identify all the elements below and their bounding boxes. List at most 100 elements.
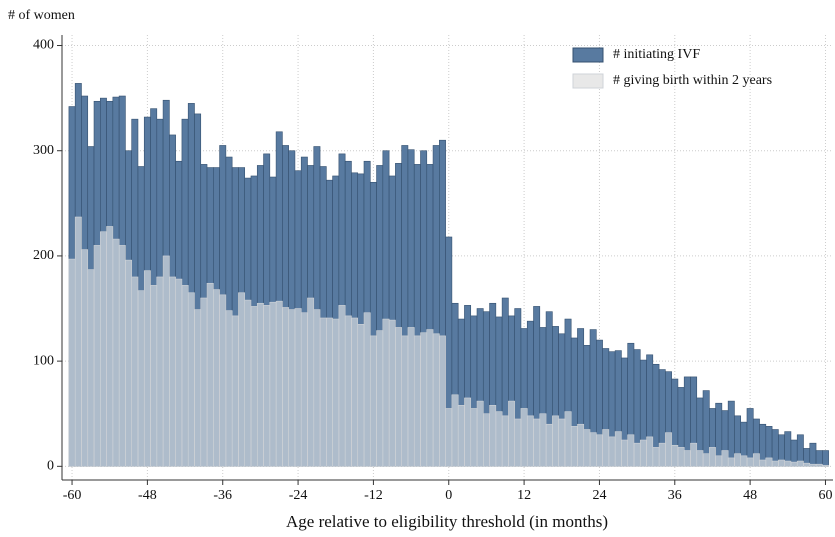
- bar: [87, 269, 95, 467]
- bar: [300, 312, 308, 467]
- bar: [275, 300, 283, 467]
- bar: [282, 307, 289, 467]
- bar: [464, 397, 472, 467]
- bar: [639, 439, 647, 467]
- bar: [388, 319, 396, 467]
- bar: [482, 413, 490, 467]
- bar: [432, 333, 440, 467]
- bar: [125, 259, 132, 467]
- bar: [225, 310, 233, 467]
- bar: [665, 432, 672, 467]
- bar: [520, 408, 528, 467]
- x-tick-label: -36: [213, 488, 232, 503]
- bar: [621, 439, 628, 467]
- bar: [589, 432, 597, 467]
- bar: [162, 255, 170, 467]
- bar: [683, 450, 691, 467]
- bar: [181, 285, 189, 467]
- x-tick-label: 36: [668, 488, 682, 503]
- bar: [451, 394, 459, 467]
- bar: [369, 335, 377, 467]
- x-tick-label: -24: [289, 488, 308, 503]
- bar: [288, 309, 296, 467]
- x-tick-label: 12: [517, 488, 531, 503]
- bar: [470, 408, 478, 467]
- bar: [307, 297, 315, 467]
- bar: [457, 405, 465, 467]
- bar: [99, 231, 107, 467]
- bar: [721, 450, 729, 467]
- legend-label: # giving birth within 2 years: [613, 73, 772, 88]
- bar: [143, 270, 151, 467]
- y-tick-label: 200: [33, 248, 54, 263]
- bar: [809, 463, 817, 467]
- bar: [238, 292, 246, 467]
- bar: [420, 332, 428, 467]
- bar: [596, 434, 603, 467]
- bar: [771, 460, 779, 467]
- bar: [796, 460, 804, 467]
- bar: [250, 306, 258, 467]
- bar: [112, 238, 120, 467]
- bar: [74, 216, 82, 467]
- bar: [81, 249, 89, 467]
- bar: [677, 447, 685, 467]
- bar: [570, 426, 578, 467]
- bar: [206, 282, 214, 467]
- bar: [709, 447, 716, 467]
- bar: [740, 455, 748, 467]
- bar: [765, 457, 773, 467]
- bar: [351, 317, 359, 467]
- bar: [118, 245, 126, 467]
- legend-swatch: [572, 47, 604, 63]
- bar: [690, 442, 698, 467]
- bar: [552, 415, 559, 467]
- bar: [577, 423, 585, 467]
- bar: [696, 450, 704, 467]
- bar: [338, 305, 346, 467]
- bar: [815, 463, 823, 467]
- x-tick-label: -60: [63, 488, 82, 503]
- bar: [106, 226, 114, 467]
- bar: [93, 245, 101, 467]
- legend-label: # initiating IVF: [613, 47, 700, 62]
- x-tick-label: -48: [138, 488, 157, 503]
- x-tick-label: 60: [818, 488, 832, 503]
- bar: [445, 408, 453, 467]
- bar: [363, 312, 371, 467]
- y-tick-label: 0: [47, 459, 54, 474]
- bar: [671, 444, 679, 467]
- bar: [564, 411, 572, 467]
- bar: [213, 289, 220, 467]
- bar: [313, 309, 321, 467]
- bar: [200, 297, 208, 467]
- x-tick-label: 0: [445, 488, 452, 503]
- bar: [231, 315, 239, 467]
- bar: [344, 315, 352, 467]
- bar: [734, 453, 742, 467]
- bar: [326, 317, 333, 467]
- bar: [489, 405, 497, 467]
- bar: [357, 324, 365, 467]
- bar: [413, 335, 421, 467]
- bar: [501, 415, 509, 467]
- bar: [68, 258, 76, 467]
- bar: [426, 329, 434, 467]
- bar: [175, 278, 183, 467]
- bar: [476, 400, 484, 467]
- bar: [652, 447, 660, 467]
- bar: [401, 335, 409, 467]
- bar: [495, 411, 503, 467]
- bar: [514, 418, 522, 467]
- bar: [627, 434, 635, 467]
- bar: [809, 442, 817, 467]
- bar: [784, 460, 792, 467]
- x-axis-title: Age relative to eligibility threshold (i…: [286, 512, 608, 531]
- x-tick-label: 24: [592, 488, 606, 503]
- bar: [746, 457, 754, 467]
- bar: [715, 455, 723, 467]
- bar: [646, 436, 654, 467]
- bar: [727, 457, 735, 467]
- bar: [790, 461, 798, 467]
